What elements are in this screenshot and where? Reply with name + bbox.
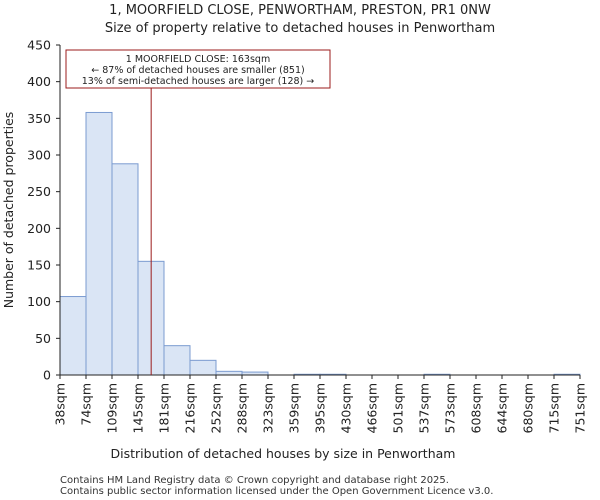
chart-title-line-2: Size of property relative to detached ho…: [105, 21, 495, 36]
y-tick-label: 400: [27, 74, 51, 89]
bar-109sqm: [111, 163, 139, 376]
y-tick-label: 150: [27, 258, 51, 273]
y-tick-label: 50: [35, 331, 51, 346]
x-tick-label: 252sqm: [209, 383, 224, 433]
x-tick-label: 537sqm: [417, 383, 432, 433]
x-tick-label: 573sqm: [443, 383, 458, 433]
x-tick-label: 359sqm: [287, 383, 302, 433]
y-tick-label: 350: [27, 111, 51, 126]
x-tick-label: 181sqm: [157, 383, 172, 433]
x-tick-label: 715sqm: [547, 383, 562, 433]
footer-line-1: Contains HM Land Registry data © Crown c…: [60, 475, 449, 486]
x-tick-label: 430sqm: [339, 383, 354, 433]
bar-216sqm: [189, 359, 217, 376]
x-tick-label: 145sqm: [131, 383, 146, 433]
y-tick-label: 200: [27, 221, 51, 236]
chart-title-line-1: 1, MOORFIELD CLOSE, PENWORTHAM, PRESTON,…: [109, 3, 491, 18]
x-tick-label: 680sqm: [521, 383, 536, 433]
footer-line-2: Contains public sector information licen…: [60, 486, 493, 497]
y-tick-label: 300: [27, 148, 51, 163]
annotation-line-2: ← 87% of detached houses are smaller (85…: [91, 65, 304, 76]
x-tick-label: 501sqm: [391, 383, 406, 433]
x-tick-label: 644sqm: [495, 383, 510, 433]
bar-38sqm: [59, 296, 87, 376]
x-tick-label: 288sqm: [235, 383, 250, 433]
bar-252sqm: [215, 370, 243, 376]
y-axis: 0 50 100 150 200 250 300 350 400 450: [27, 38, 61, 383]
y-tick-label: 250: [27, 184, 51, 199]
y-axis-label: Number of detached properties: [1, 112, 16, 309]
bar-74sqm: [85, 111, 113, 376]
x-tick-label: 608sqm: [469, 383, 484, 433]
x-tick-label: 216sqm: [183, 383, 198, 433]
x-tick-label: 38sqm: [53, 383, 68, 426]
x-axis: 38sqm 74sqm 109sqm 145sqm 181sqm 216sqm 252sqm…: [53, 374, 588, 433]
bar-181sqm: [163, 345, 191, 376]
y-tick-label: 450: [27, 38, 51, 53]
x-tick-label: 323sqm: [261, 383, 276, 433]
x-tick-label: 109sqm: [105, 383, 120, 433]
annotation-line-3: 13% of semi-detached houses are larger (…: [82, 76, 315, 87]
x-tick-label: 466sqm: [365, 383, 380, 433]
x-tick-label: 751sqm: [573, 383, 588, 433]
y-tick-label: 0: [43, 368, 51, 383]
x-axis-label: Distribution of detached houses by size …: [111, 446, 456, 461]
annotation-box: 1 MOORFIELD CLOSE: 163sqm ← 87% of detac…: [65, 49, 331, 89]
annotation-line-1: 1 MOORFIELD CLOSE: 163sqm: [126, 54, 270, 65]
annotation-frame: [65, 49, 331, 89]
y-tick-label: 100: [27, 294, 51, 309]
x-tick-label: 395sqm: [313, 383, 328, 433]
x-tick-label: 74sqm: [79, 383, 94, 426]
bars-group: [59, 111, 581, 376]
